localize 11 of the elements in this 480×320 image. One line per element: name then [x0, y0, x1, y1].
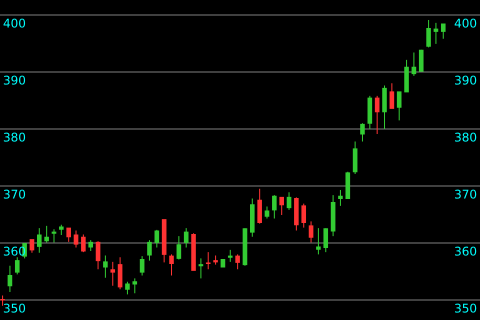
y2-tick-label: 380: [454, 130, 477, 145]
y-tick-label: 350: [3, 302, 26, 316]
y-tick-label: 380: [3, 130, 26, 145]
y-tick-label: 400: [3, 16, 26, 30]
y2-tick-label: 360: [454, 244, 477, 259]
y2-tick-label: 400: [454, 16, 477, 30]
y2-tick-label: 350: [454, 302, 477, 316]
y2-tick-label: 390: [454, 73, 477, 88]
y2-tick-label: 370: [454, 188, 477, 202]
y-tick-label: 390: [3, 73, 26, 88]
y-tick-label: 370: [3, 188, 26, 202]
